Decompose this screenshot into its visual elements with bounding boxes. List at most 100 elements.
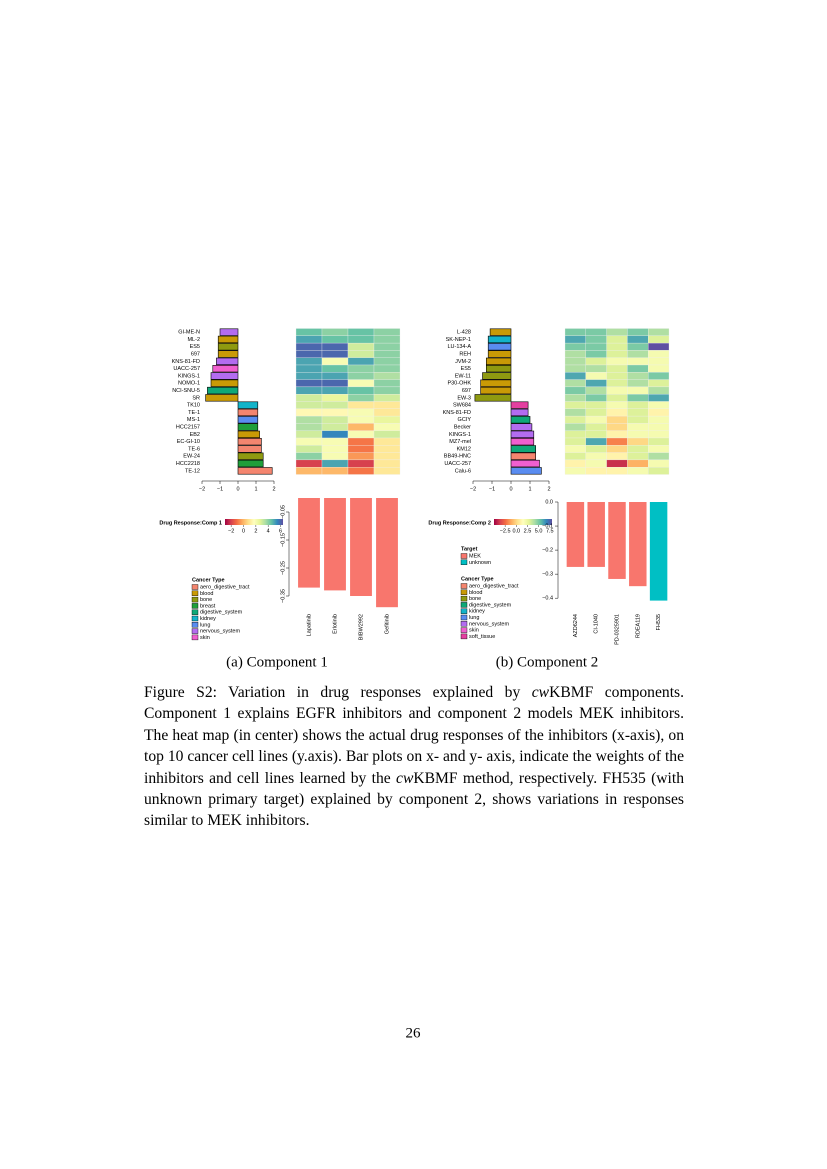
- cell-line-label: NOMO-1: [178, 381, 200, 387]
- drug-label: PD-0325901: [614, 614, 620, 645]
- heatmap-cell: [295, 342, 323, 351]
- x-tick-label: 2: [272, 486, 275, 492]
- cell-line-label: KINGS-1: [449, 432, 471, 438]
- figure-caption: Figure S2: Variation in drug responses e…: [144, 682, 684, 832]
- colorbar-title: Drug Response:Comp 1: [159, 520, 222, 526]
- heatmap-cell: [373, 401, 401, 409]
- heatmap-cell: [606, 335, 628, 344]
- x-tick-label: −1: [489, 486, 495, 492]
- heatmap-cell: [585, 445, 607, 453]
- heatmap-cell: [321, 364, 349, 373]
- x-tick-label: 2: [547, 486, 550, 492]
- cell-line-label: GCIY: [458, 417, 472, 423]
- legend-swatch: [460, 559, 468, 565]
- heatmap-cell: [373, 423, 401, 431]
- caption-text: KBMF method, respectively. FH535 (with u…: [144, 769, 684, 830]
- heatmap-cell: [648, 364, 670, 373]
- heatmap-cell: [321, 386, 349, 395]
- heatmap-cell: [648, 335, 670, 344]
- heatmap-cell: [347, 408, 375, 417]
- heatmap-cell: [347, 357, 375, 366]
- heatmap-cell: [321, 350, 349, 358]
- cell-line-label: SW684: [453, 403, 471, 409]
- heatmap-cell: [347, 350, 375, 358]
- drug-label: Gefitinib: [384, 614, 390, 634]
- legend-label: blood: [469, 590, 482, 596]
- heatmap-cell: [606, 364, 628, 373]
- y-tick-label: −0.35: [280, 589, 286, 603]
- heatmap-cell: [585, 452, 607, 461]
- heatmap-cell: [321, 372, 349, 380]
- bar: [212, 364, 239, 373]
- heatmap-cell: [585, 394, 607, 402]
- cell-line-label: Calu-6: [455, 468, 471, 474]
- heatmap-cell: [295, 357, 323, 366]
- legend-label: skin: [469, 628, 479, 634]
- bar: [510, 467, 542, 475]
- cell-line-label: ES5: [190, 344, 200, 350]
- heatmap-cell: [564, 423, 586, 431]
- cell-line-label: SK-NEP-1: [446, 337, 471, 343]
- caption-text: KBMF components. Component 1 explains EG…: [144, 684, 684, 787]
- legend-swatch: [460, 583, 468, 589]
- cell-line-label: 697: [462, 388, 471, 394]
- heatmap-cell: [627, 372, 649, 380]
- heatmap-cell: [347, 364, 375, 373]
- cell-line-label: HCC2218: [176, 461, 200, 467]
- heatmap-cell: [606, 350, 628, 358]
- bar: [210, 372, 239, 380]
- heatmap-cell: [564, 357, 586, 366]
- heatmap-cell: [585, 415, 607, 424]
- heatmap-cell: [606, 379, 628, 388]
- caption-text: Figure S2: Variation in drug responses e…: [144, 684, 532, 701]
- subcaption: (a) Component 1: [226, 654, 328, 670]
- cell-line-label: GI-ME-N: [178, 330, 200, 336]
- heatmap-cell: [347, 401, 375, 409]
- legend-swatch: [460, 621, 468, 627]
- heatmap-cell: [606, 437, 628, 446]
- legend-swatch: [191, 622, 199, 628]
- heatmap-cell: [627, 386, 649, 395]
- bar: [474, 394, 512, 402]
- heatmap-cell: [321, 445, 349, 453]
- heatmap-cell: [373, 342, 401, 351]
- heatmap-cell: [585, 408, 607, 417]
- heatmap-cell: [295, 379, 323, 388]
- heatmap-cell: [321, 401, 349, 409]
- heatmap-cell: [585, 335, 607, 344]
- heatmap-cell: [585, 459, 607, 468]
- heatmap-cell: [606, 423, 628, 431]
- legend-swatch: [191, 590, 199, 596]
- heatmap-cell: [648, 401, 670, 409]
- heatmap-cell: [347, 394, 375, 402]
- heatmap-cell: [347, 372, 375, 380]
- legend-label: nervous_system: [200, 629, 240, 635]
- cell-line-label: TE-6: [188, 446, 200, 452]
- bar: [510, 401, 529, 409]
- heatmap-cell: [373, 415, 401, 424]
- heatmap-cell: [648, 357, 670, 366]
- heatmap-cell: [606, 445, 628, 453]
- bar: [566, 502, 585, 567]
- heatmap-cell: [347, 467, 375, 475]
- heatmap-cell: [606, 328, 628, 336]
- heatmap-cell: [648, 342, 670, 351]
- bar: [482, 372, 512, 380]
- y-tick-label: −0.4: [542, 596, 553, 602]
- bar: [219, 328, 239, 336]
- colorbar-tick-label: 2: [254, 528, 257, 534]
- drug-label: Erlotinib: [332, 614, 338, 634]
- caption-text: cw: [531, 684, 550, 701]
- colorbar-tick-label: −2: [228, 528, 234, 534]
- heatmap-cell: [627, 423, 649, 431]
- heatmap-cell: [606, 408, 628, 417]
- drug-label: RDEA119: [635, 614, 641, 638]
- legend-swatch: [460, 553, 468, 559]
- bar: [237, 467, 273, 475]
- bar: [510, 416, 531, 424]
- heatmap-cell: [347, 415, 375, 424]
- cell-line-label: UACC-257: [444, 461, 471, 467]
- heatmap-cell: [606, 386, 628, 395]
- x-tick-label: 1: [254, 486, 257, 492]
- heatmap-cell: [321, 452, 349, 461]
